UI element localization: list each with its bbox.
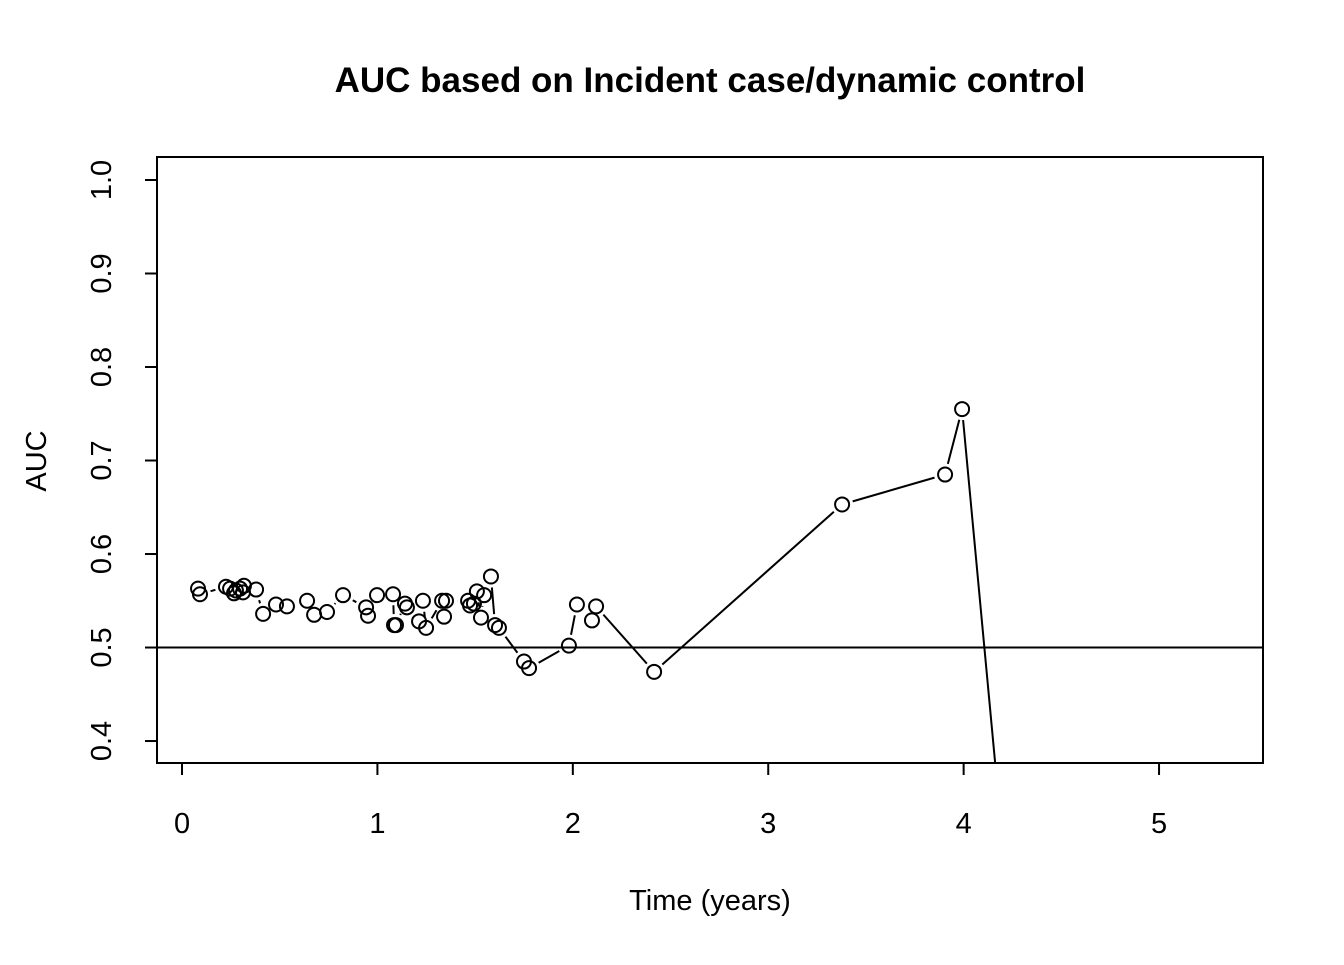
x-tick-label: 3 (760, 808, 776, 840)
x-tick-label: 2 (565, 808, 581, 840)
point (249, 583, 263, 597)
point (570, 598, 584, 612)
plot-area (157, 402, 1263, 851)
line-segment (603, 615, 646, 664)
line-segment (853, 478, 935, 502)
point (336, 588, 350, 602)
point (416, 594, 430, 608)
x-tick-label: 5 (1151, 808, 1167, 840)
point (386, 587, 400, 601)
y-tick-label: 0.5 (86, 627, 118, 667)
point (320, 605, 334, 619)
point (585, 613, 599, 627)
line-segment (432, 610, 437, 618)
x-tick-label: 1 (369, 808, 385, 840)
point (256, 607, 270, 621)
line-segment (479, 602, 480, 606)
point (300, 594, 314, 608)
chart-title: AUC based on Incident case/dynamic contr… (335, 61, 1086, 100)
y-axis-label: AUC (21, 430, 53, 491)
line-segment (353, 600, 357, 602)
line-segment (571, 615, 575, 635)
point (938, 468, 952, 482)
point (307, 608, 321, 622)
line-segment (662, 512, 834, 665)
point (835, 497, 849, 511)
line-segment (400, 614, 401, 615)
y-tick-label: 0.7 (86, 440, 118, 480)
point (589, 599, 603, 613)
x-tick-label: 0 (174, 808, 190, 840)
point (370, 588, 384, 602)
line-segment (335, 603, 336, 604)
x-tick-label: 4 (956, 808, 972, 840)
point (361, 609, 375, 623)
line-segment (211, 590, 216, 591)
point (492, 621, 506, 635)
point (562, 639, 576, 653)
line-segment (948, 420, 959, 464)
point (474, 611, 488, 625)
point (484, 569, 498, 583)
point (647, 665, 661, 679)
point (955, 402, 969, 416)
line-segment (963, 420, 1002, 833)
line-segment (492, 587, 494, 614)
line-segment (506, 637, 518, 653)
x-axis-label: Time (years) (629, 885, 791, 917)
y-tick-label: 1.0 (86, 160, 118, 200)
y-tick-label: 0.9 (86, 253, 118, 293)
y-tick-label: 0.8 (86, 347, 118, 387)
y-tick-label: 0.4 (86, 721, 118, 761)
line-segment (539, 651, 560, 663)
y-tick-label: 0.6 (86, 534, 118, 574)
plot-frame (157, 157, 1263, 763)
point (996, 837, 1010, 851)
point (437, 610, 451, 624)
line-segment (259, 600, 260, 603)
